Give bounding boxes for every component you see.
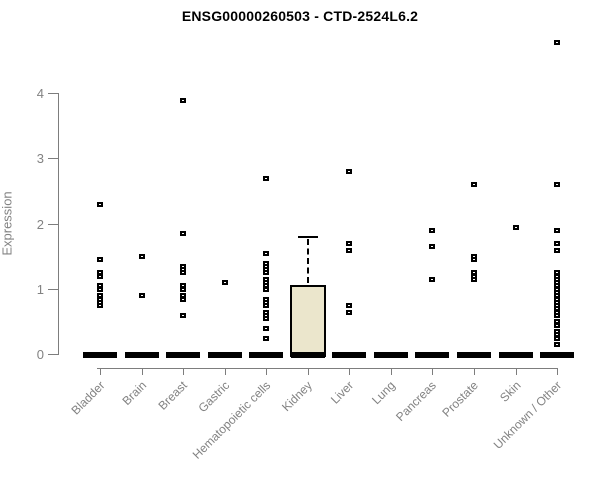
- x-axis-tick: [391, 368, 392, 375]
- y-axis-tick: [48, 158, 59, 159]
- y-axis-tick: [48, 224, 59, 225]
- kidney-box: [290, 285, 326, 357]
- data-point: [554, 248, 560, 253]
- x-axis-label: Prostate: [439, 378, 482, 420]
- y-axis-title: Expression: [0, 191, 15, 256]
- data-point: [222, 280, 228, 285]
- data-point: [346, 241, 352, 246]
- data-point: [180, 270, 186, 275]
- data-point: [180, 287, 186, 292]
- data-point: [346, 303, 352, 308]
- data-point: [429, 244, 435, 249]
- data-point: [346, 169, 352, 174]
- data-point: [180, 297, 186, 302]
- data-point: [263, 270, 269, 275]
- data-point: [263, 287, 269, 292]
- data-point: [263, 336, 269, 341]
- x-axis-tick: [266, 368, 267, 375]
- x-axis-label: Lung: [369, 378, 399, 408]
- x-axis-label: Brain: [119, 378, 150, 409]
- x-axis-line: [97, 368, 558, 369]
- x-axis-tick: [432, 368, 433, 375]
- data-point: [346, 310, 352, 315]
- zero-value-cluster: [249, 352, 283, 358]
- data-point: [139, 254, 145, 259]
- x-axis-tick: [474, 368, 475, 375]
- data-point: [471, 257, 477, 262]
- data-point: [513, 225, 519, 230]
- zero-value-cluster: [208, 352, 242, 358]
- y-axis-tick-label: 4: [36, 86, 44, 101]
- zero-value-cluster: [499, 352, 533, 358]
- y-axis-tick-label: 3: [36, 151, 44, 166]
- data-point: [554, 313, 560, 318]
- data-point: [97, 303, 103, 308]
- data-point: [429, 277, 435, 282]
- data-point: [180, 313, 186, 318]
- x-axis-tick: [516, 368, 517, 375]
- data-point: [263, 316, 269, 321]
- zero-value-cluster: [125, 352, 159, 358]
- data-point: [180, 231, 186, 236]
- x-axis-tick: [308, 368, 309, 375]
- data-point: [554, 228, 560, 233]
- data-point: [554, 40, 560, 45]
- data-point: [263, 326, 269, 331]
- y-axis-tick-label: 0: [36, 347, 44, 362]
- x-axis-tick: [225, 368, 226, 375]
- data-point: [139, 293, 145, 298]
- x-axis-label: Kidney: [279, 378, 316, 415]
- data-point: [346, 248, 352, 253]
- data-point: [263, 303, 269, 308]
- x-axis-label: Bladder: [68, 378, 108, 418]
- data-point: [429, 228, 435, 233]
- x-axis-label: Skin: [496, 378, 524, 405]
- y-axis-tick: [48, 289, 59, 290]
- data-point: [97, 257, 103, 262]
- x-axis-label: Pancreas: [393, 378, 440, 425]
- zero-value-cluster: [457, 352, 491, 358]
- data-point: [97, 202, 103, 207]
- y-axis-tick-label: 2: [36, 217, 44, 232]
- zero-value-cluster: [540, 352, 574, 358]
- x-axis-label: Gastric: [195, 378, 233, 416]
- data-point: [263, 251, 269, 256]
- zero-value-cluster: [83, 352, 117, 358]
- x-axis-tick: [100, 368, 101, 375]
- zero-value-cluster: [374, 352, 408, 358]
- box-whisker-line: [307, 238, 309, 284]
- x-axis-tick: [349, 368, 350, 375]
- data-point: [180, 98, 186, 103]
- x-axis-tick: [557, 368, 558, 375]
- y-axis-tick-label: 1: [36, 282, 44, 297]
- x-axis-tick: [183, 368, 184, 375]
- data-point: [554, 323, 560, 328]
- data-point: [554, 342, 560, 347]
- data-point: [97, 287, 103, 292]
- y-axis-tick: [48, 93, 59, 94]
- chart-title: ENSG00000260503 - CTD-2524L6.2: [181, 8, 419, 24]
- x-axis-label: Liver: [327, 378, 357, 407]
- data-point: [554, 336, 560, 341]
- box-whisker-cap: [298, 235, 318, 238]
- zero-value-cluster: [415, 352, 449, 358]
- data-point: [471, 277, 477, 282]
- data-point: [554, 182, 560, 187]
- x-axis-label: Breast: [155, 378, 191, 413]
- zero-value-cluster: [332, 352, 366, 358]
- data-point: [97, 274, 103, 279]
- zero-value-cluster: [166, 352, 200, 358]
- x-axis-label: Hematopoietic cells: [189, 378, 274, 462]
- x-axis-tick: [142, 368, 143, 375]
- data-point: [554, 241, 560, 246]
- data-point: [471, 182, 477, 187]
- y-axis-tick: [48, 354, 59, 355]
- data-point: [263, 176, 269, 181]
